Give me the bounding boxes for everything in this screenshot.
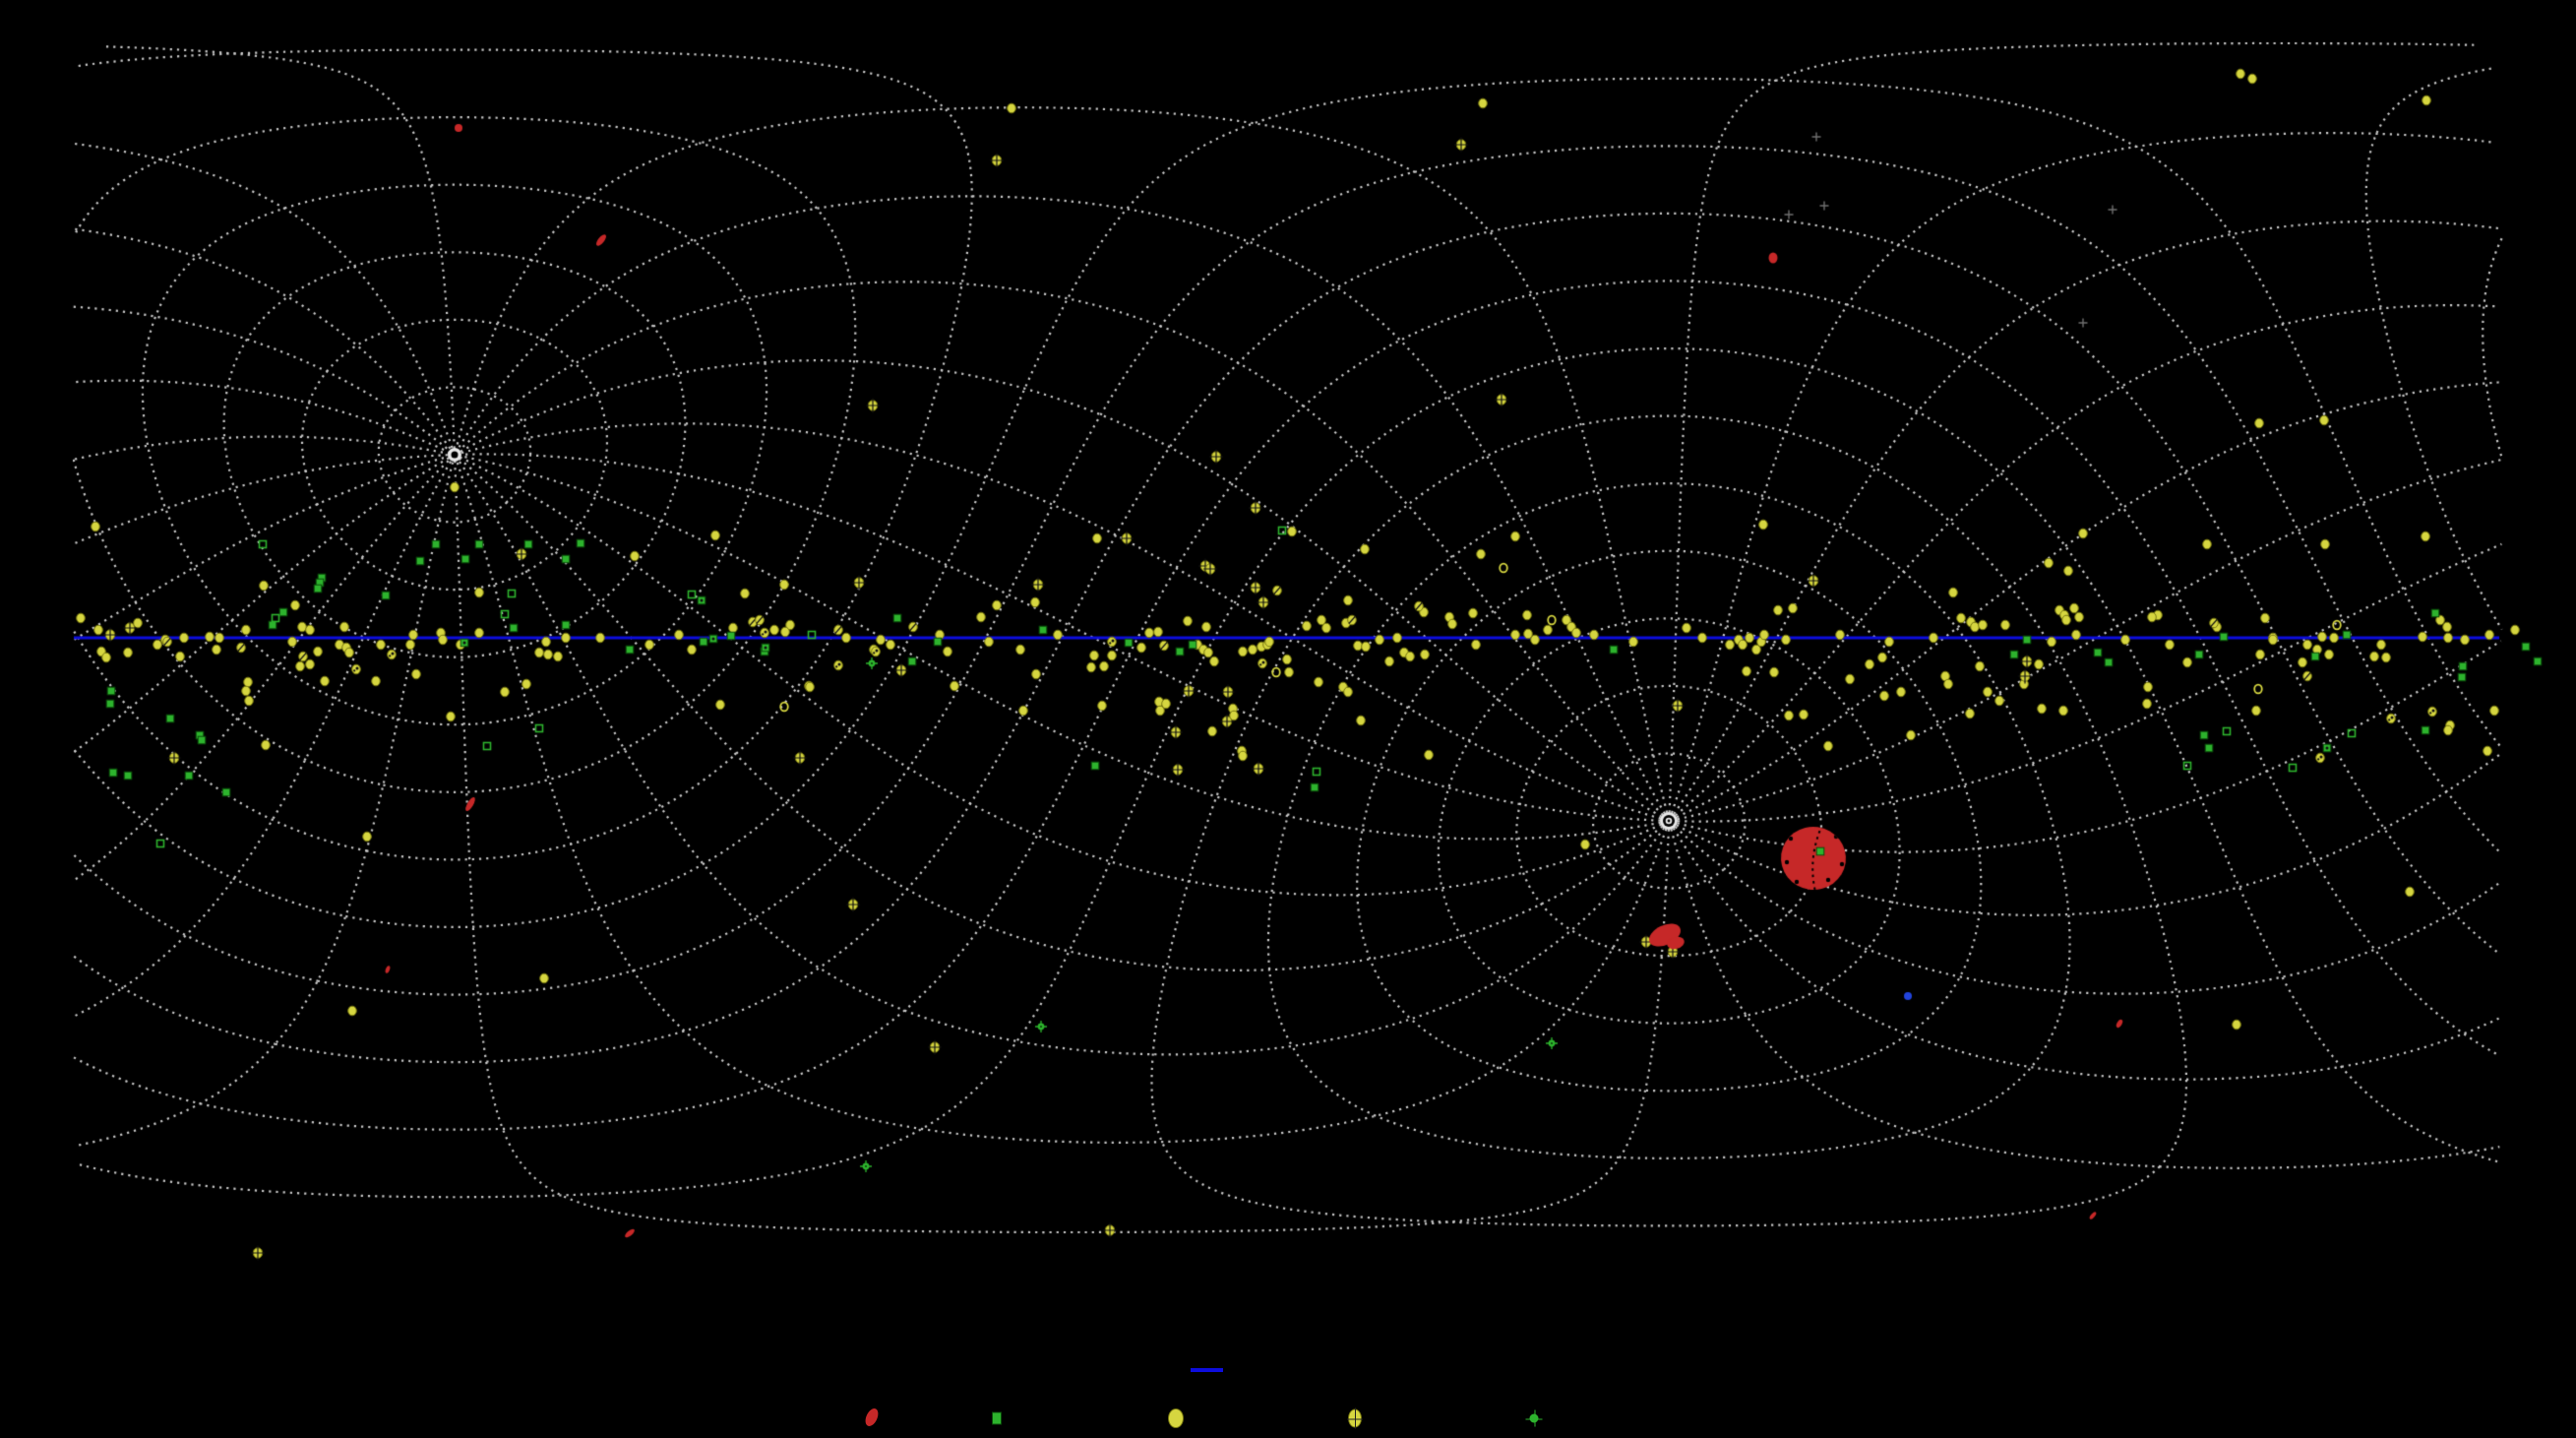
- yellow-circle-icon: [1168, 1408, 1184, 1428]
- legend-item-yellow-circle-crossed: [1347, 1407, 1363, 1429]
- legend-item-yellow-circle: [1168, 1408, 1184, 1428]
- plus-horizontal-line: [1525, 1418, 1543, 1419]
- legend-item-red-ellipse: [863, 1407, 881, 1428]
- legend-item-green-square: [992, 1411, 1002, 1425]
- legend-item-green-plus-dot: [1525, 1409, 1543, 1427]
- yellow-circle-crossed-icon: [1347, 1407, 1363, 1429]
- green-square-icon: [992, 1411, 1002, 1425]
- legend-galactic-plane-line: [1191, 1368, 1223, 1372]
- green-plus-dot-icon: [1525, 1409, 1543, 1427]
- cross-vertical-line: [1355, 1407, 1356, 1429]
